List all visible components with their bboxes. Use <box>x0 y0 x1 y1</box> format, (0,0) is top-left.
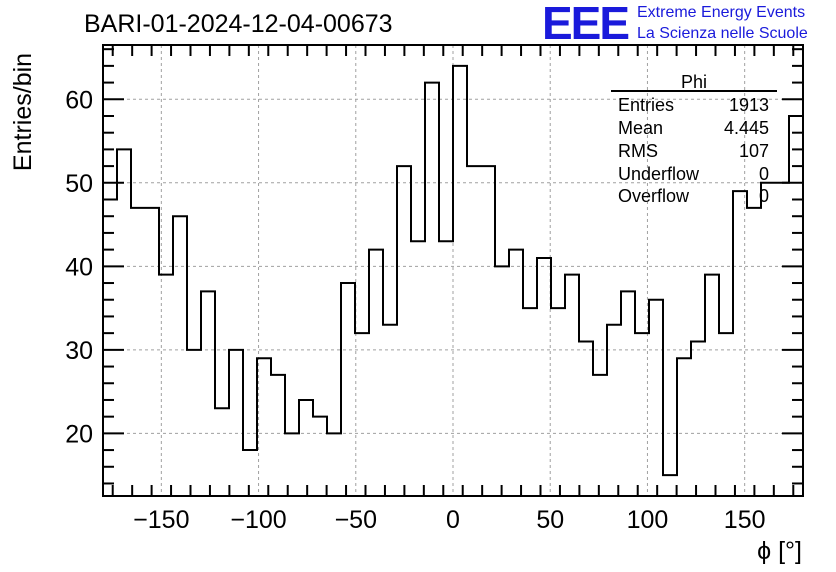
stats-row-label: Underflow <box>618 164 700 184</box>
x-tick-label: −100 <box>230 506 286 534</box>
x-tick-label: −50 <box>335 506 377 534</box>
y-tick-label: 20 <box>65 420 93 448</box>
x-tick-label: 50 <box>536 506 564 534</box>
plot-frame <box>102 44 804 497</box>
stats-row-value: 4.445 <box>724 118 769 138</box>
x-tick-label: 0 <box>446 506 460 534</box>
y-tick-labels: 20 30 40 50 60 <box>65 86 93 448</box>
eee-logo: EEE <box>542 0 630 49</box>
stats-row-value: 0 <box>759 186 769 206</box>
stats-row-label: Mean <box>618 118 663 138</box>
stats-row-value: 1913 <box>729 95 769 115</box>
stats-row-label: Overflow <box>618 186 690 206</box>
y-axis-label: Entries/bin <box>9 53 37 171</box>
y-tick-label: 30 <box>65 337 93 365</box>
axis-ticks <box>103 45 803 496</box>
histogram-line <box>103 64 803 477</box>
y-tick-label: 60 <box>65 86 93 114</box>
y-tick-label: 50 <box>65 170 93 198</box>
y-tick-label: 40 <box>65 253 93 281</box>
stats-row-value: 107 <box>739 141 769 161</box>
x-tick-label: −150 <box>133 506 189 534</box>
stats-title: Phi <box>681 72 707 92</box>
logo-text-line-2: La Scienza nelle Scuole <box>637 25 808 42</box>
x-axis-label: ϕ [°] <box>757 537 802 565</box>
x-tick-labels: −150 −100 −50 0 50 100 150 <box>133 506 765 534</box>
x-tick-label: 100 <box>627 506 669 534</box>
logo-text-line-1: Extreme Energy Events <box>637 4 806 21</box>
stats-row-label: Entries <box>618 95 674 115</box>
x-tick-label: 150 <box>724 506 766 534</box>
page-title: BARI-01-2024-12-04-00673 <box>84 10 393 38</box>
stats-row-label: RMS <box>618 141 658 161</box>
stats-box: Phi Entries 1913 Mean 4.445 RMS 107 Unde… <box>611 72 777 206</box>
stats-row-value: 0 <box>759 164 769 184</box>
